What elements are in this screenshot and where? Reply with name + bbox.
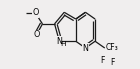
Text: N: N: [82, 44, 88, 53]
Text: N: N: [56, 37, 62, 46]
Text: H: H: [60, 41, 66, 47]
Text: CF₃: CF₃: [106, 43, 119, 52]
Text: F: F: [100, 56, 104, 65]
Text: O: O: [32, 8, 38, 17]
Text: F: F: [110, 58, 114, 67]
Text: O: O: [33, 30, 40, 39]
